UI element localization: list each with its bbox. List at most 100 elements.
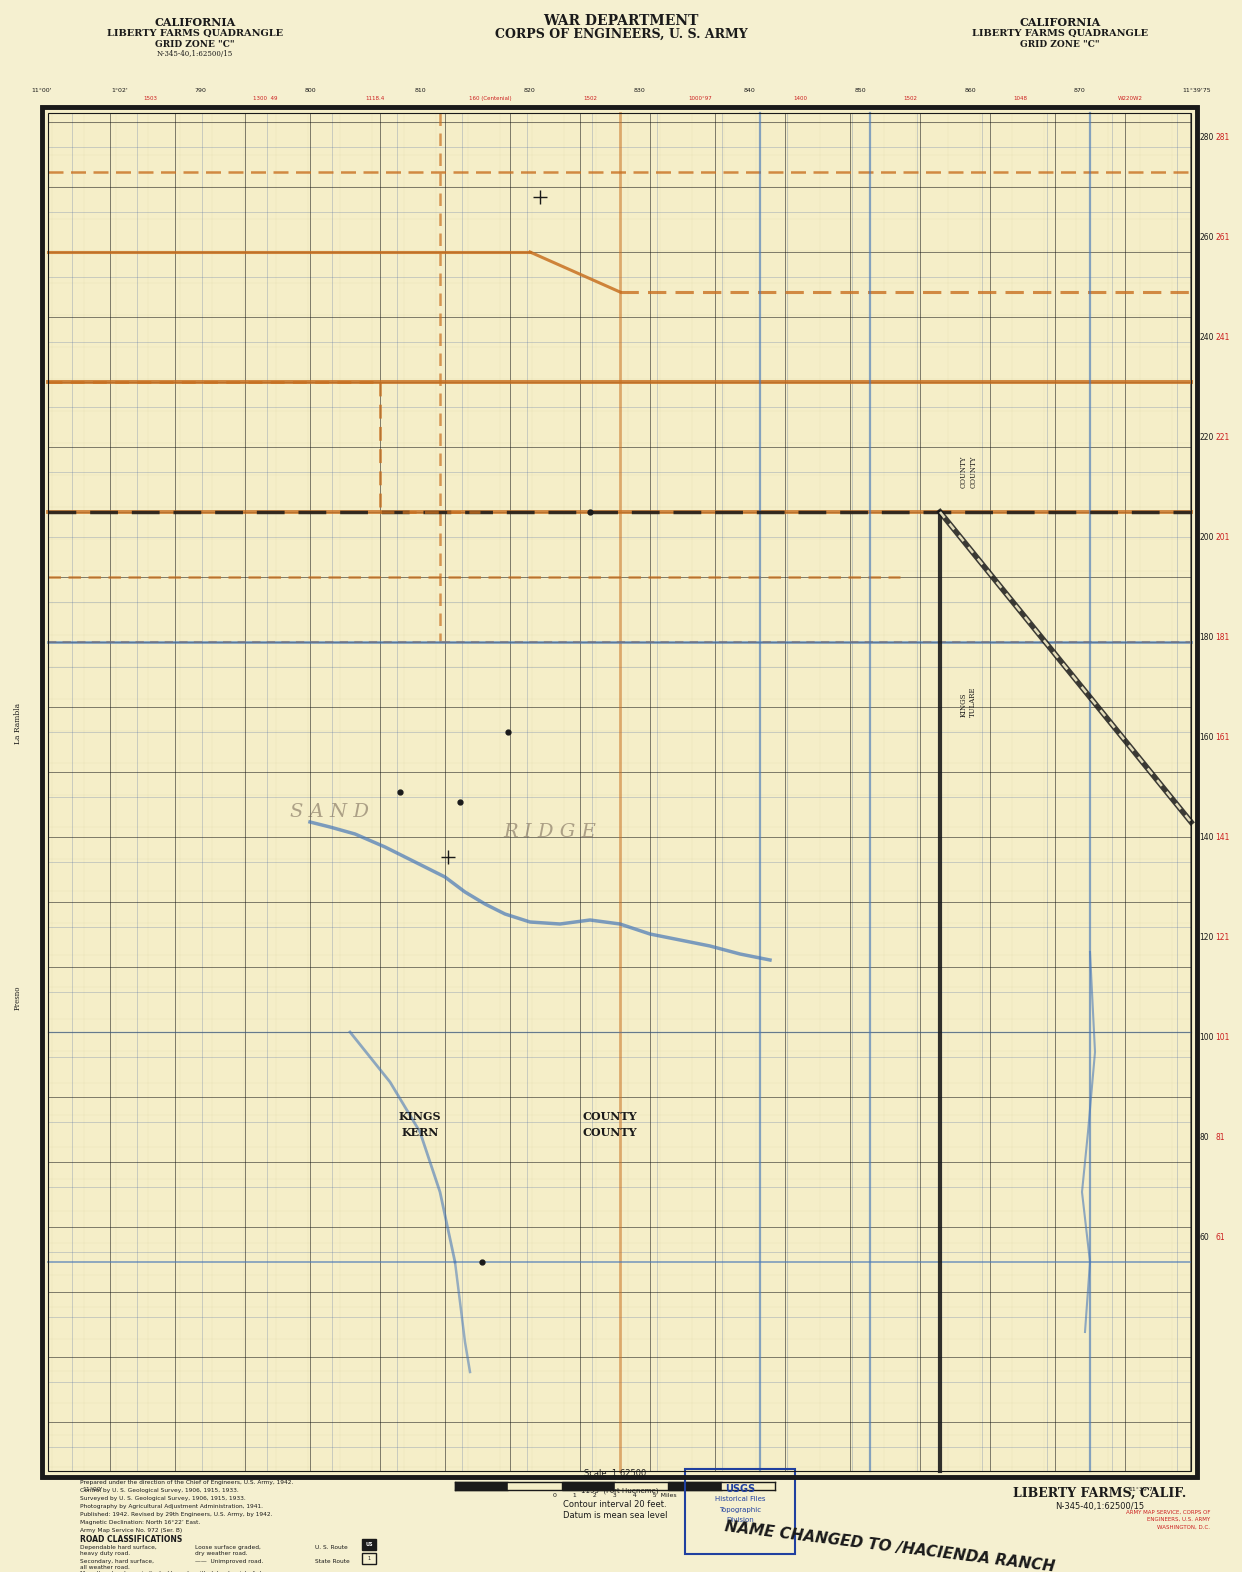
Text: 141: 141	[1215, 833, 1230, 841]
Text: Contour interval 20 feet.: Contour interval 20 feet.	[563, 1500, 667, 1509]
Text: CALIFORNIA: CALIFORNIA	[154, 17, 236, 28]
Bar	[615, 1482, 668, 1490]
Text: Secondary, hard surface,: Secondary, hard surface,	[79, 1559, 154, 1564]
Text: 121: 121	[1215, 932, 1230, 942]
Text: 11°39'75: 11°39'75	[1182, 88, 1211, 93]
Text: La Rambla: La Rambla	[14, 703, 22, 744]
Text: LIBERTY FARMS, CALIF.: LIBERTY FARMS, CALIF.	[1013, 1487, 1186, 1500]
Text: 160 (Centenial): 160 (Centenial)	[468, 96, 512, 101]
Text: S A N D: S A N D	[291, 803, 370, 821]
Text: Dependable hard surface,: Dependable hard surface,	[79, 1545, 156, 1550]
Text: 1048: 1048	[1013, 96, 1027, 101]
Text: 81: 81	[1215, 1132, 1225, 1141]
Text: 11°00': 11°00'	[82, 1487, 103, 1492]
Text: 0        1        2        3        4        5  Miles: 0 1 2 3 4 5 Miles	[553, 1493, 677, 1498]
Text: 810: 810	[414, 88, 426, 93]
Text: LIBERTY FARMS QUADRANGLE: LIBERTY FARMS QUADRANGLE	[972, 28, 1148, 38]
Text: Photography by Agricultural Adjustment Administration, 1941.: Photography by Agricultural Adjustment A…	[79, 1504, 263, 1509]
Text: 800: 800	[304, 88, 315, 93]
Text: ——  Unimproved road.: —— Unimproved road.	[195, 1559, 263, 1564]
Text: dry weather road.: dry weather road.	[195, 1552, 247, 1556]
Text: WAR DEPARTMENT: WAR DEPARTMENT	[543, 14, 699, 28]
Bar	[48, 113, 1191, 1471]
Text: 281: 281	[1215, 132, 1230, 141]
Text: LIBERTY FARMS QUADRANGLE: LIBERTY FARMS QUADRANGLE	[107, 28, 283, 38]
Text: 60: 60	[1199, 1232, 1208, 1242]
Text: USGS: USGS	[725, 1484, 755, 1493]
Text: Magnetic Declination: North 16°22’ East.: Magnetic Declination: North 16°22’ East.	[79, 1520, 200, 1525]
Bar	[42, 107, 1197, 1478]
Text: 1502: 1502	[582, 96, 597, 101]
Text: 1400: 1400	[792, 96, 807, 101]
Text: W220W2: W220W2	[1118, 96, 1143, 101]
Text: 870: 870	[1074, 88, 1086, 93]
Text: 260: 260	[1199, 233, 1213, 242]
Text: R I D G E: R I D G E	[503, 824, 596, 841]
Text: 100: 100	[1199, 1033, 1213, 1042]
Text: 850: 850	[854, 88, 866, 93]
Bar	[455, 1482, 508, 1490]
Text: KINGS: KINGS	[399, 1111, 441, 1122]
Text: 280: 280	[1199, 132, 1213, 141]
Text: Fresno: Fresno	[14, 986, 22, 1009]
Text: 161: 161	[1215, 733, 1230, 742]
Bar	[722, 1482, 775, 1490]
Text: Division: Division	[727, 1517, 754, 1523]
Text: 1195  (Fort Hueneme): 1195 (Fort Hueneme)	[581, 1487, 658, 1493]
Text: ARMY MAP SERVICE, CORPS OF: ARMY MAP SERVICE, CORPS OF	[1125, 1511, 1210, 1515]
Text: 200: 200	[1199, 533, 1213, 541]
Text: 1503: 1503	[143, 96, 156, 101]
Text: 61: 61	[1215, 1232, 1225, 1242]
Bar	[508, 1482, 561, 1490]
Text: COUNTY
COUNTY: COUNTY COUNTY	[960, 456, 977, 489]
Text: 1°02': 1°02'	[112, 88, 128, 93]
Text: 241: 241	[1215, 333, 1230, 341]
Text: 820: 820	[524, 88, 535, 93]
Text: 790: 790	[194, 88, 206, 93]
Text: 840: 840	[744, 88, 756, 93]
Text: 140: 140	[1199, 833, 1213, 841]
Text: GRID ZONE "C": GRID ZONE "C"	[1020, 39, 1100, 49]
Bar	[42, 107, 1197, 1478]
Text: Army Map Service No. 972 (Ser. B): Army Map Service No. 972 (Ser. B)	[79, 1528, 183, 1533]
Text: 180: 180	[1199, 632, 1213, 641]
Text: 101: 101	[1215, 1033, 1230, 1042]
Text: 1000°97: 1000°97	[688, 96, 712, 101]
Text: 1118.4: 1118.4	[365, 96, 385, 101]
Bar	[668, 1482, 722, 1490]
Text: 201: 201	[1215, 533, 1230, 541]
Text: US: US	[365, 1542, 373, 1547]
Text: 80: 80	[1199, 1132, 1208, 1141]
Text: all weather road.: all weather road.	[79, 1566, 130, 1570]
Bar	[361, 1553, 376, 1564]
Text: Historical Files: Historical Files	[714, 1497, 765, 1501]
Text: 181: 181	[1215, 632, 1230, 641]
Text: 1502: 1502	[903, 96, 917, 101]
Bar	[686, 1468, 795, 1555]
Text: WASHINGTON, D.C.: WASHINGTON, D.C.	[1158, 1525, 1210, 1530]
Text: COUNTY: COUNTY	[582, 1127, 637, 1138]
Text: 240: 240	[1199, 333, 1213, 341]
Text: 860: 860	[964, 88, 976, 93]
Text: NAME CHANGED TO /HACIENDA RANCH: NAME CHANGED TO /HACIENDA RANCH	[724, 1519, 1056, 1572]
Text: 1: 1	[368, 1556, 370, 1561]
Text: CALIFORNIA: CALIFORNIA	[1020, 17, 1100, 28]
Bar	[42, 107, 1197, 1478]
Text: Datum is mean sea level: Datum is mean sea level	[563, 1511, 667, 1520]
Text: Loose surface graded,: Loose surface graded,	[195, 1545, 261, 1550]
Text: Prepared under the direction of the Chief of Engineers, U.S. Army, 1942.: Prepared under the direction of the Chie…	[79, 1479, 293, 1486]
Text: ROAD CLASSIFICATIONS: ROAD CLASSIFICATIONS	[79, 1534, 183, 1544]
Bar	[361, 1539, 376, 1550]
Text: 120: 120	[1199, 932, 1213, 942]
Text: 220: 220	[1199, 432, 1213, 442]
Text: 160: 160	[1199, 733, 1213, 742]
Bar	[561, 1482, 615, 1490]
Text: 261: 261	[1215, 233, 1230, 242]
Text: heavy duty road.: heavy duty road.	[79, 1552, 130, 1556]
Text: Scale  1:62500: Scale 1:62500	[584, 1468, 646, 1478]
Text: State Route: State Route	[315, 1559, 350, 1564]
Text: KINGS
TULARE: KINGS TULARE	[960, 687, 977, 717]
Text: Topographic: Topographic	[719, 1508, 761, 1512]
Text: Control by U. S. Geological Survey, 1906, 1915, 1933.: Control by U. S. Geological Survey, 1906…	[79, 1489, 238, 1493]
Text: 1300  49: 1300 49	[253, 96, 277, 101]
